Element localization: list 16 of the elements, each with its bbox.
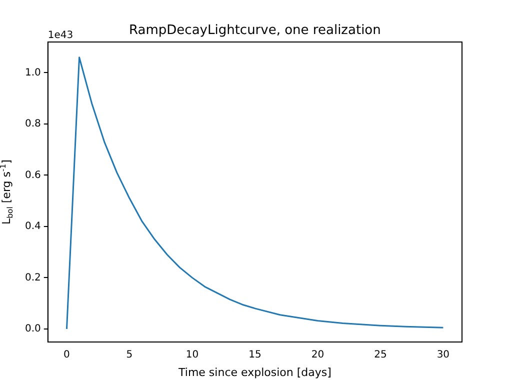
x-tick-label: 20 (311, 350, 324, 361)
chart-title: RampDecayLightcurve, one realization (129, 23, 381, 38)
y-tick-label: 0.0 (24, 324, 41, 335)
text: 1e43 (48, 30, 74, 41)
y-tick-label: 0.6 (24, 170, 41, 181)
y-tick-label: 1.0 (24, 67, 41, 78)
x-tick-label: 15 (248, 350, 262, 361)
x-tick-label: 10 (186, 350, 199, 361)
x-tick-label: 25 (374, 350, 387, 361)
x-tick-label: 30 (436, 350, 450, 361)
x-tick-label: 0 (64, 350, 70, 361)
y-tick-label: 0.8 (24, 118, 41, 130)
y-tick-label: 0.4 (24, 221, 41, 232)
x-tick-label: 5 (126, 350, 133, 361)
x-axis-title: Time since explosion [days] (178, 366, 332, 379)
y-tick-label: 0.2 (24, 272, 41, 284)
